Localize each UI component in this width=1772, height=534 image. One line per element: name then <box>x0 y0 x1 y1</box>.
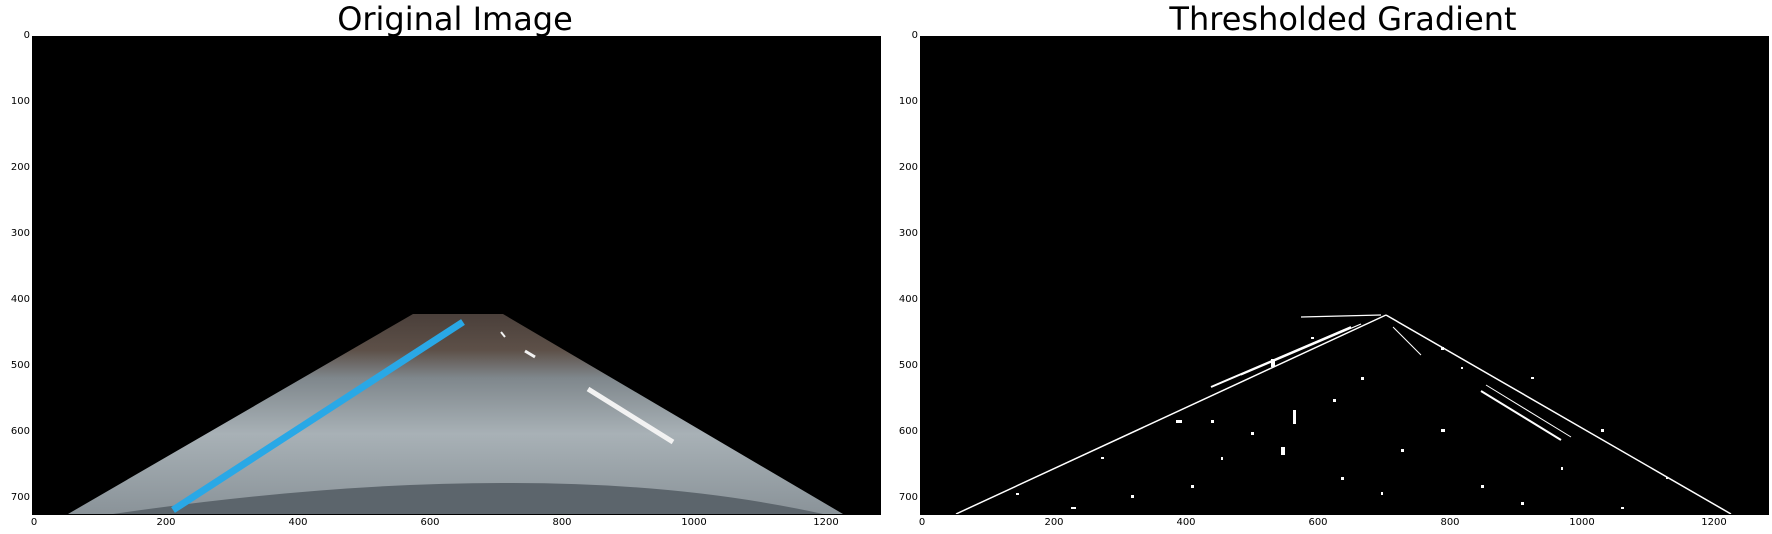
y-tick-label: 0 <box>911 30 918 41</box>
y-tick-label: 200 <box>898 162 918 173</box>
left-lane-line <box>171 319 465 513</box>
right-lane-edge-2 <box>1485 384 1572 438</box>
x-tick-label: 800 <box>1440 517 1460 528</box>
x-tick-label: 1000 <box>1569 517 1595 528</box>
x-tick-label: 0 <box>918 517 926 528</box>
y-tick-label: 500 <box>898 360 918 371</box>
thresholded-edge-image <box>921 37 1768 514</box>
x-tick-label: 1000 <box>681 517 707 528</box>
right-far-edge <box>1392 326 1422 356</box>
y-tick-label: 300 <box>10 228 30 239</box>
x-tick-label: 400 <box>1176 517 1196 528</box>
original-road-image <box>33 37 880 514</box>
car-hood <box>113 482 823 514</box>
x-tick-label: 0 <box>30 517 38 528</box>
y-tick-label: 600 <box>10 426 30 437</box>
panel-title-original: Original Image <box>337 0 573 38</box>
x-tick-label: 200 <box>1044 517 1064 528</box>
y-tick-label: 400 <box>898 294 918 305</box>
x-tick-label: 1200 <box>813 517 839 528</box>
left-lane-edge-2 <box>1240 323 1362 376</box>
right-lane-edge <box>1480 390 1562 441</box>
panel-title-thresholded: Thresholded Gradient <box>1169 0 1517 38</box>
edge-noise <box>1016 337 1668 509</box>
left-lane-edge <box>1210 326 1352 388</box>
right-lane-marking-far2 <box>500 331 506 338</box>
x-tick-label: 400 <box>288 517 308 528</box>
y-tick-label: 100 <box>898 96 918 107</box>
x-tick-label: 600 <box>1308 517 1328 528</box>
y-tick-label: 0 <box>23 30 30 41</box>
y-tick-label: 700 <box>10 492 30 503</box>
y-tick-label: 100 <box>10 96 30 107</box>
right-lane-marking <box>586 386 675 445</box>
y-tick-label: 600 <box>898 426 918 437</box>
x-tick-label: 600 <box>420 517 440 528</box>
y-tick-label: 500 <box>10 360 30 371</box>
right-lane-marking-far <box>524 349 536 359</box>
left-road-edge <box>955 314 1387 514</box>
x-tick-label: 200 <box>156 517 176 528</box>
thresholded-gradient-plot <box>920 36 1769 515</box>
road-surface <box>68 314 843 514</box>
y-tick-label: 200 <box>10 162 30 173</box>
y-tick-label: 300 <box>898 228 918 239</box>
y-tick-label: 700 <box>898 492 918 503</box>
x-tick-label: 1200 <box>1701 517 1727 528</box>
original-image-plot <box>32 36 881 515</box>
upper-edge <box>1300 314 1382 318</box>
y-tick-label: 400 <box>10 294 30 305</box>
x-tick-label: 800 <box>552 517 572 528</box>
